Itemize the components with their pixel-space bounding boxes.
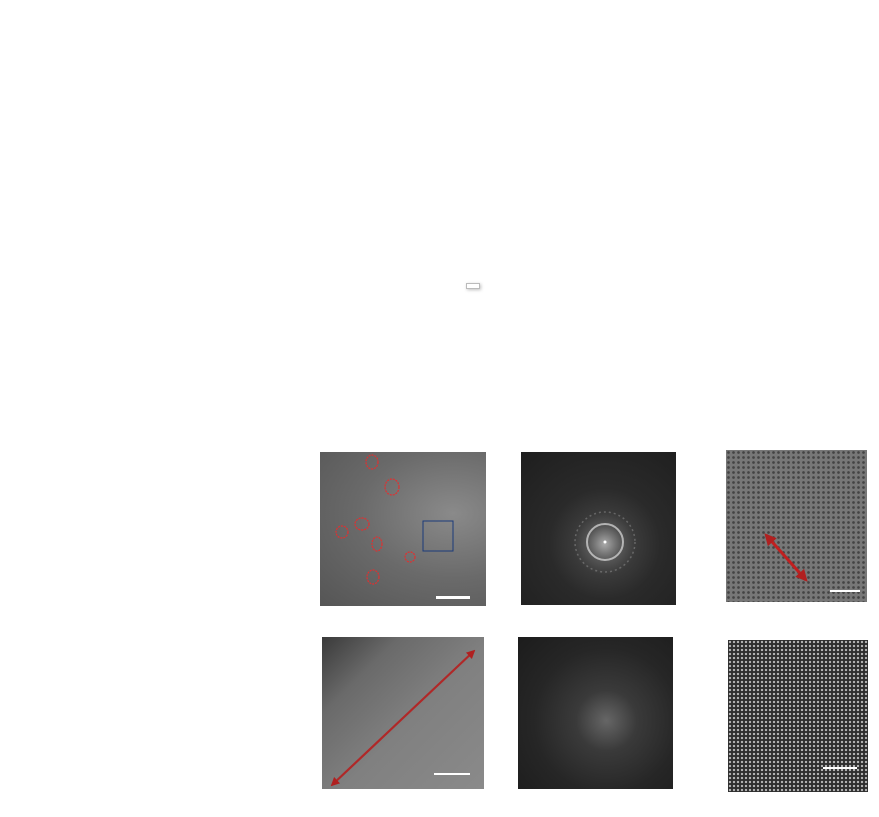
diffraction-ring (586, 523, 624, 561)
hrtem-image-m (728, 640, 868, 792)
scale-bar (823, 767, 857, 769)
direction-arrow (330, 649, 476, 787)
fft-image-l (518, 637, 673, 789)
particle-circle (365, 454, 379, 470)
fft-image-i (521, 452, 676, 605)
particle-circle (371, 536, 383, 552)
crop-box (422, 520, 454, 552)
url-tooltip (466, 283, 480, 289)
center-spot (603, 540, 607, 544)
particle-circle (384, 478, 400, 496)
particle-circle (404, 551, 416, 563)
diffraction-ring (574, 511, 636, 573)
scale-bar (434, 773, 470, 775)
particle-circle (366, 569, 380, 585)
particle-circle (335, 525, 349, 539)
measure-arrow (764, 533, 808, 582)
scale-bar (830, 590, 860, 592)
tem-image-h (320, 452, 486, 606)
hrtem-image-j (726, 450, 867, 602)
scale-bar (436, 596, 470, 599)
tem-image-k (322, 637, 484, 789)
particle-circle (354, 517, 370, 531)
